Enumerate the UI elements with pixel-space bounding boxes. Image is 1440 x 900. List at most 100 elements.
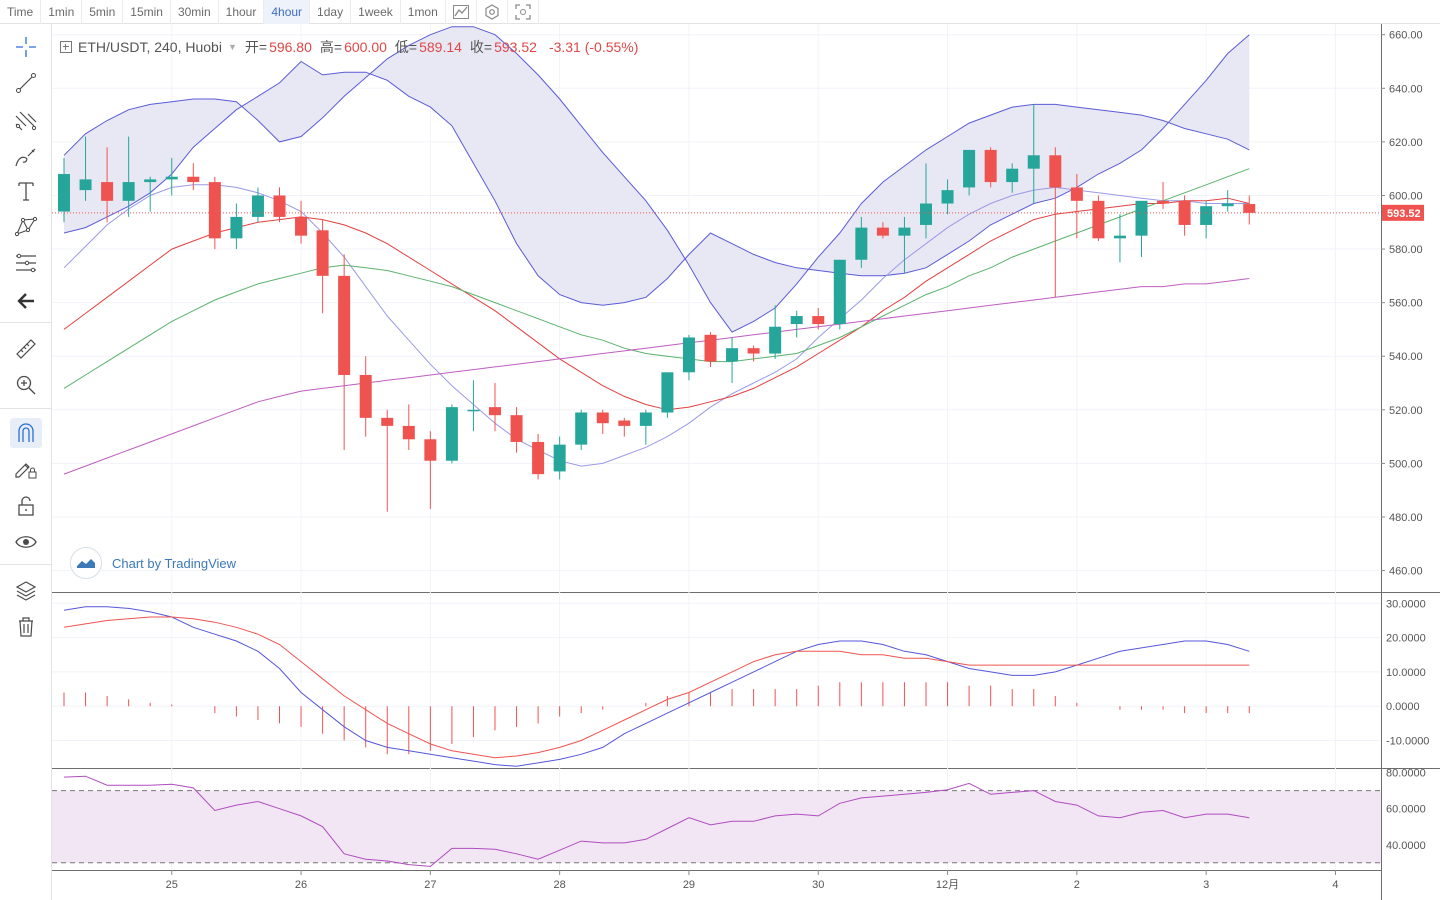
interval-4hour[interactable]: 4hour: [264, 0, 311, 24]
macd-tick-label: 10.0000: [1386, 667, 1426, 679]
brush-tool[interactable]: [10, 142, 42, 172]
macd-tick-label: 30.0000: [1386, 598, 1426, 610]
candle-body: [532, 441, 545, 475]
candle: [596, 409, 609, 434]
candle: [316, 219, 329, 314]
price-tick-label: 640.00: [1389, 83, 1423, 95]
candle-body: [208, 182, 221, 239]
candle-body: [1113, 235, 1126, 239]
fib-tool[interactable]: [10, 248, 42, 278]
pattern-tool[interactable]: [10, 212, 42, 242]
settings-icon[interactable]: [477, 0, 508, 24]
candle-body: [1221, 203, 1234, 207]
time-tick-label: 26: [295, 879, 307, 891]
candle: [661, 372, 674, 418]
rsi-line: [63, 775, 1250, 867]
collapse-icon[interactable]: [60, 41, 72, 53]
candle: [1243, 195, 1256, 225]
candle-body: [920, 203, 932, 225]
candle-body: [639, 412, 652, 426]
candle-body: [230, 216, 243, 239]
trash-tool[interactable]: [10, 612, 42, 642]
high-value: 600.00: [344, 39, 387, 55]
candle: [489, 383, 501, 432]
candle: [381, 409, 394, 512]
candle: [230, 203, 243, 250]
candle-body: [855, 227, 868, 260]
interval-30min[interactable]: 30min: [171, 0, 219, 24]
interval-1week[interactable]: 1week: [351, 0, 401, 24]
candle-body: [424, 439, 437, 461]
price-tick-label: 600.00: [1389, 190, 1423, 202]
pattern-icon: [14, 216, 38, 238]
candle-body: [596, 412, 609, 424]
price-chart[interactable]: 660.00 640.00 620.00 600.00 580.00 560.00 540.…: [52, 24, 1440, 900]
unlock-tool[interactable]: [10, 491, 42, 521]
pitchfork-tool[interactable]: [10, 106, 42, 136]
candle-body: [790, 316, 803, 325]
trend-line-tool[interactable]: [10, 68, 42, 98]
crosshair-tool[interactable]: [10, 32, 42, 62]
interval-time[interactable]: Time: [0, 0, 42, 24]
back-arrow-tool[interactable]: [10, 286, 42, 316]
price-tick-label: 480.00: [1389, 512, 1423, 524]
candle-body: [553, 444, 566, 472]
candle: [769, 305, 782, 359]
ruler-tool[interactable]: [10, 334, 42, 364]
interval-1day[interactable]: 1day: [310, 0, 352, 24]
interval-15min[interactable]: 15min: [123, 0, 171, 24]
ruler-icon: [15, 338, 37, 360]
tradingview-logo-icon: [70, 547, 102, 579]
candle: [941, 179, 954, 215]
candle: [790, 310, 803, 338]
rsi-tick-label: 60.0000: [1386, 804, 1426, 816]
tradingview-watermark[interactable]: Chart by TradingView: [70, 547, 236, 579]
last-price-label: 593.52: [1387, 208, 1421, 220]
interval-1min[interactable]: 1min: [41, 0, 83, 24]
indicator-icon[interactable]: [446, 0, 477, 24]
fullscreen-icon[interactable]: [508, 0, 539, 24]
candle: [1221, 190, 1234, 212]
candle-body: [963, 149, 976, 188]
low-value: 589.14: [419, 39, 462, 55]
time-tick-label: 4: [1332, 879, 1338, 891]
candle-body: [1092, 200, 1105, 239]
candle: [812, 308, 825, 330]
drawing-toolbar: [0, 24, 52, 900]
candle-body: [338, 275, 351, 375]
candle: [639, 409, 652, 445]
ohlc-legend: ETH/USDT, 240, Huobi ▼ 开= 596.80 高= 600.00…: [60, 37, 638, 57]
candle-body: [381, 417, 394, 426]
interval-1hour[interactable]: 1hour: [219, 0, 265, 24]
unlock-icon: [16, 495, 36, 517]
toolbar-separator: [0, 322, 52, 323]
ma-purple-line: [63, 278, 1250, 475]
interval-1mon[interactable]: 1mon: [401, 0, 446, 24]
candle: [1049, 147, 1062, 298]
candle: [122, 136, 135, 217]
symbol-dropdown-icon[interactable]: ▼: [227, 42, 237, 52]
candle: [575, 409, 588, 450]
candle: [618, 417, 631, 437]
candle: [58, 157, 70, 223]
eye-tool[interactable]: [10, 527, 42, 557]
symbol-title[interactable]: ETH/USDT, 240, Huobi: [78, 39, 222, 55]
open-value: 596.80: [269, 39, 312, 55]
candle: [704, 332, 717, 367]
layers-icon: [15, 580, 37, 602]
time-tick-label: 29: [683, 879, 695, 891]
candle-body: [1243, 204, 1256, 213]
interval-5min[interactable]: 5min: [82, 0, 124, 24]
candle: [338, 254, 351, 450]
rsi-band-fill: [52, 790, 1381, 863]
candle-body: [79, 179, 92, 191]
candle-body: [984, 149, 997, 183]
layers-tool[interactable]: [10, 576, 42, 606]
lock-drawing-tool[interactable]: [10, 454, 42, 484]
candle-body: [833, 259, 846, 325]
candle: [963, 149, 976, 196]
magnet-tool[interactable]: [10, 418, 42, 448]
trash-icon: [16, 616, 36, 638]
zoom-tool[interactable]: [10, 370, 42, 400]
text-tool[interactable]: [10, 176, 42, 206]
